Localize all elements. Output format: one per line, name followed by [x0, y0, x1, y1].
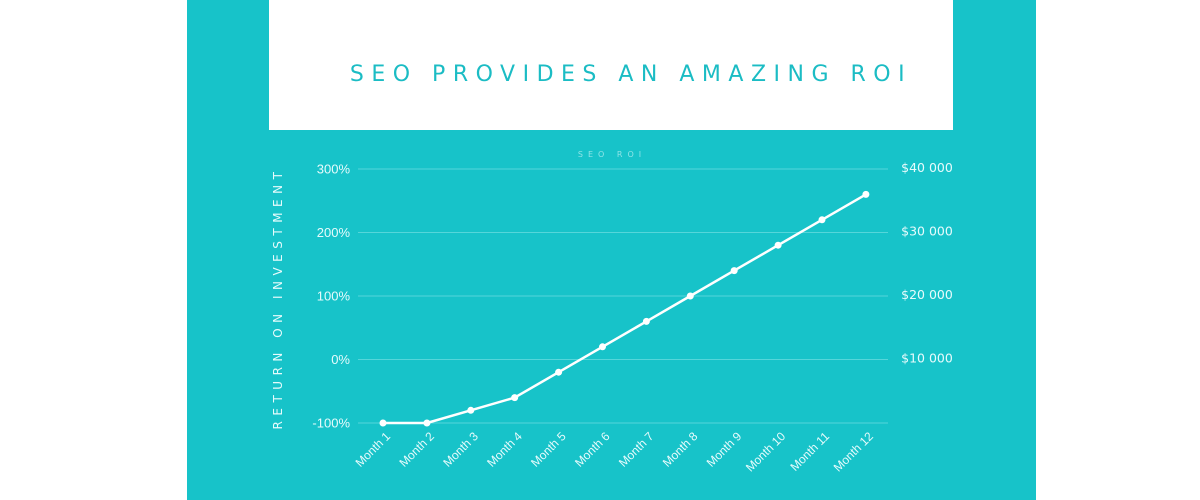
y-tick-label: 0% — [331, 352, 350, 367]
x-tick-label: Month 11 — [787, 429, 832, 474]
data-point — [599, 343, 606, 351]
x-axis-ticks: Month 1 Month 2 Month 3 Month 4 Month 5 Month… — [353, 429, 877, 475]
data-point — [467, 406, 475, 414]
roi-data-points — [379, 190, 870, 427]
title-box: SEO PROVIDES AN AMAZING ROI — [269, 0, 953, 130]
data-point — [730, 267, 738, 275]
x-tick-label: Month 8 — [660, 429, 701, 470]
data-point — [423, 419, 431, 427]
gridlines — [358, 168, 888, 424]
y-tick-label: 200% — [317, 225, 351, 240]
y-axis-title: RETURN ON INVESTMENT — [271, 167, 285, 430]
x-tick-label: Month 6 — [572, 429, 613, 470]
x-tick-label: Month 12 — [831, 429, 877, 475]
x-tick-label: Month 2 — [396, 429, 437, 470]
y-tick-label: -100% — [312, 416, 350, 431]
x-tick-label: Month 7 — [616, 429, 657, 470]
data-point — [818, 216, 826, 224]
data-point — [555, 368, 563, 376]
chart-subtitle: SEO ROI — [578, 150, 646, 159]
x-tick-label: Month 5 — [528, 429, 569, 470]
y2-tick-label: $30 000 — [901, 224, 953, 239]
x-tick-label: Month 4 — [484, 429, 525, 470]
x-tick-label: Month 9 — [704, 429, 745, 470]
y2-tick-label: $40 000 — [901, 160, 953, 175]
y2-tick-label: $10 000 — [901, 351, 953, 366]
data-point — [774, 241, 782, 249]
data-point — [862, 190, 870, 198]
y-tick-label: 300% — [317, 162, 351, 177]
data-point — [511, 394, 519, 402]
page-title: SEO PROVIDES AN AMAZING ROI — [349, 62, 913, 87]
x-tick-label: Month 10 — [743, 429, 789, 475]
x-tick-label: Month 3 — [440, 429, 481, 470]
y2-axis-ticks: $40 000 $30 000 $20 000 $10 000 — [901, 160, 953, 366]
y-axis-ticks: 300% 200% 100% 0% -100% — [312, 162, 350, 431]
y2-tick-label: $20 000 — [901, 287, 953, 302]
data-point — [686, 292, 694, 300]
roi-series-line — [383, 193, 867, 425]
y-tick-label: 100% — [317, 289, 351, 304]
data-point — [379, 419, 387, 427]
data-point — [642, 317, 650, 325]
x-tick-label: Month 1 — [353, 429, 394, 470]
